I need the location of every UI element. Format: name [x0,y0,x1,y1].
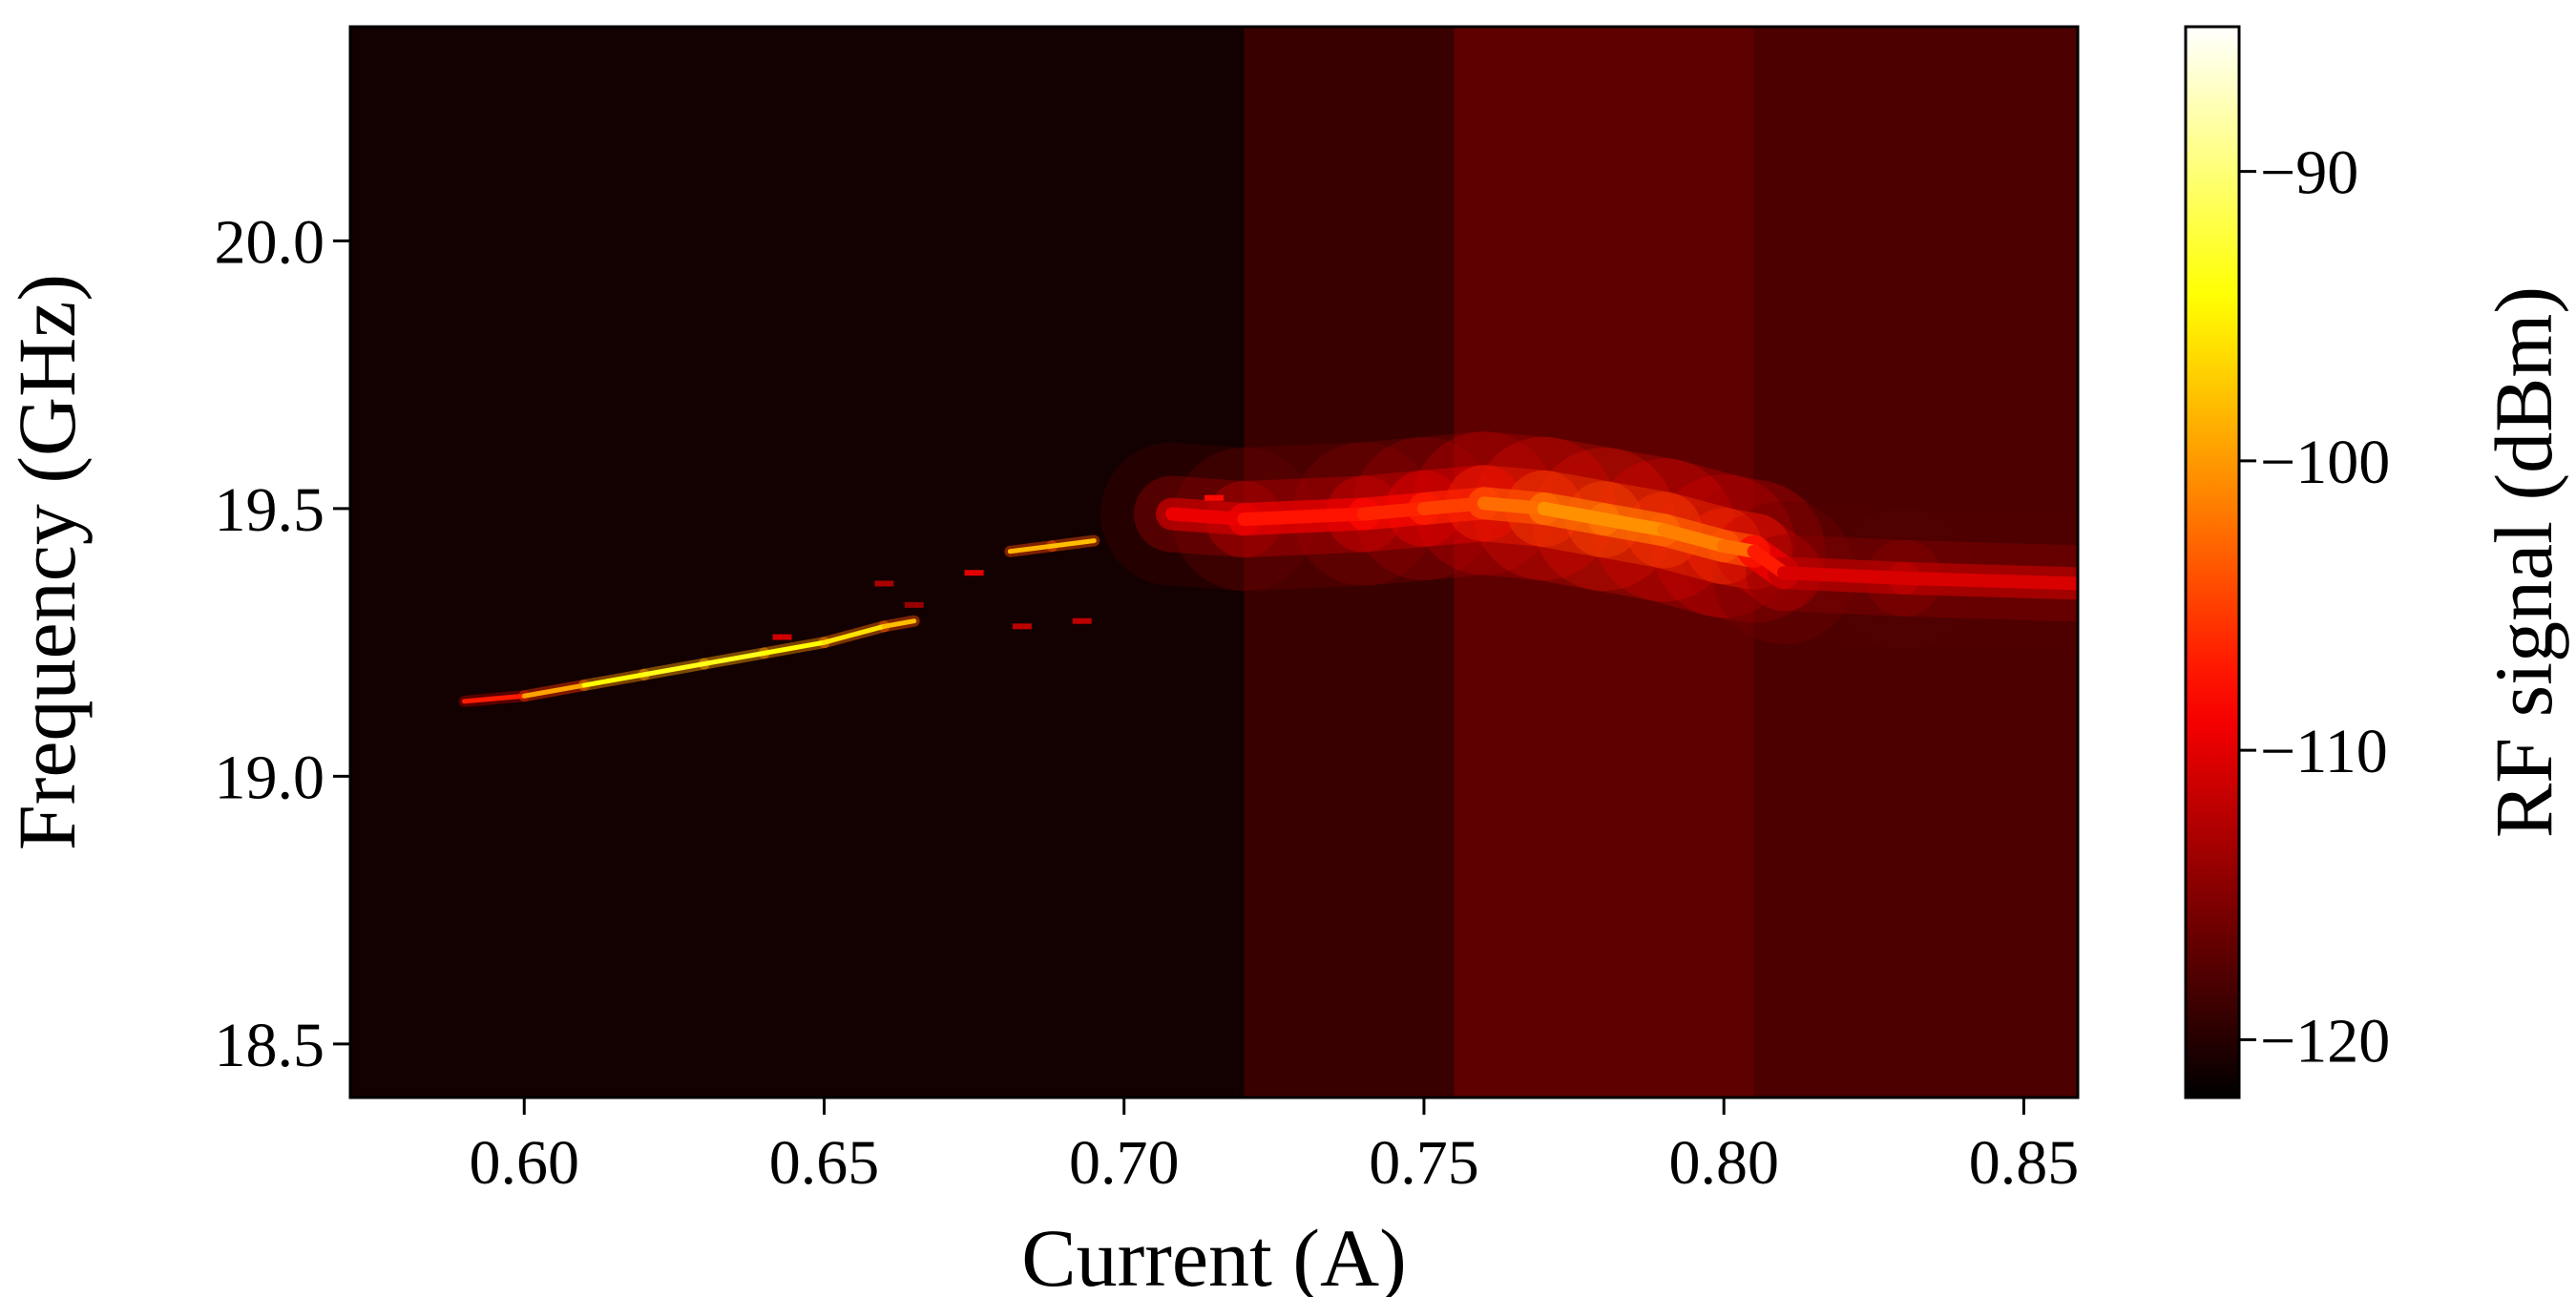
trace-segment [581,672,647,688]
trace-segment [1657,523,1731,554]
colorbar-gradient [2184,25,2241,1099]
x-axis: 0.60 0.65 0.70 0.75 0.80 0.85 [470,1098,2080,1198]
spur-mark [964,570,984,576]
y-axis-label: Frequency (GHz) [1,274,93,850]
spur-mark [904,601,924,608]
trace-segment [1537,501,1611,527]
trace-segment [521,682,587,699]
trace-segment [762,639,827,656]
colorbar-tick-label: −90 [2260,138,2358,208]
trace-segment [1777,566,1911,585]
heatmap-spurs [772,494,1224,640]
background-region [1454,27,1754,1098]
y-tick-label: 19.0 [215,743,325,812]
trace-segment [1357,501,1431,521]
spur-mark [772,634,792,640]
colorbar-ticks: −90 −100 −110 −120 [2239,138,2390,1076]
plot-frame [348,25,2080,1099]
colorbar-tick-label: −110 [2260,717,2388,786]
trace-segment [881,618,917,629]
colorbar-tick-label: −120 [2260,1006,2390,1076]
trace-segment [1597,513,1671,537]
heatmap [350,27,2078,1098]
background-region [350,27,1245,1098]
colorbar-tick-label: −100 [2260,428,2390,497]
y-tick-label: 18.5 [215,1011,325,1080]
trace-segment [702,650,767,667]
x-tick-label: 0.80 [1668,1128,1779,1198]
trace-segment [821,623,887,645]
colorbar: −90 −100 −110 −120 RF signal (dBm) [2184,25,2569,1099]
y-tick-label: 19.5 [215,475,325,545]
y-axis: 18.5 19.0 19.5 20.0 [215,207,350,1080]
spur-mark [874,580,894,587]
spur-mark [1012,623,1032,630]
x-tick-label: 0.75 [1369,1128,1479,1198]
trace-segment [1896,571,2078,591]
colorbar-label: RF signal (dBm) [2478,286,2569,838]
spur-mark [1204,494,1224,501]
trace-segment [1049,538,1097,549]
trace-segment [641,661,707,678]
trace-segment [1165,507,1251,527]
trace-segment [1476,496,1551,515]
x-tick-label: 0.60 [470,1128,580,1198]
background-region [1244,27,1455,1098]
x-axis-label: Current (A) [1021,1212,1407,1297]
x-tick-label: 0.70 [1069,1128,1180,1198]
heatmap-signal-traces [458,431,2078,707]
x-tick-label: 0.65 [769,1128,880,1198]
y-tick-label: 20.0 [215,207,325,277]
trace-segment [1237,507,1372,527]
trace-segment [1416,496,1491,515]
trace-segment [1007,543,1055,554]
x-tick-label: 0.85 [1969,1128,2080,1198]
spur-mark [1072,617,1092,624]
trace-segment [461,693,527,704]
